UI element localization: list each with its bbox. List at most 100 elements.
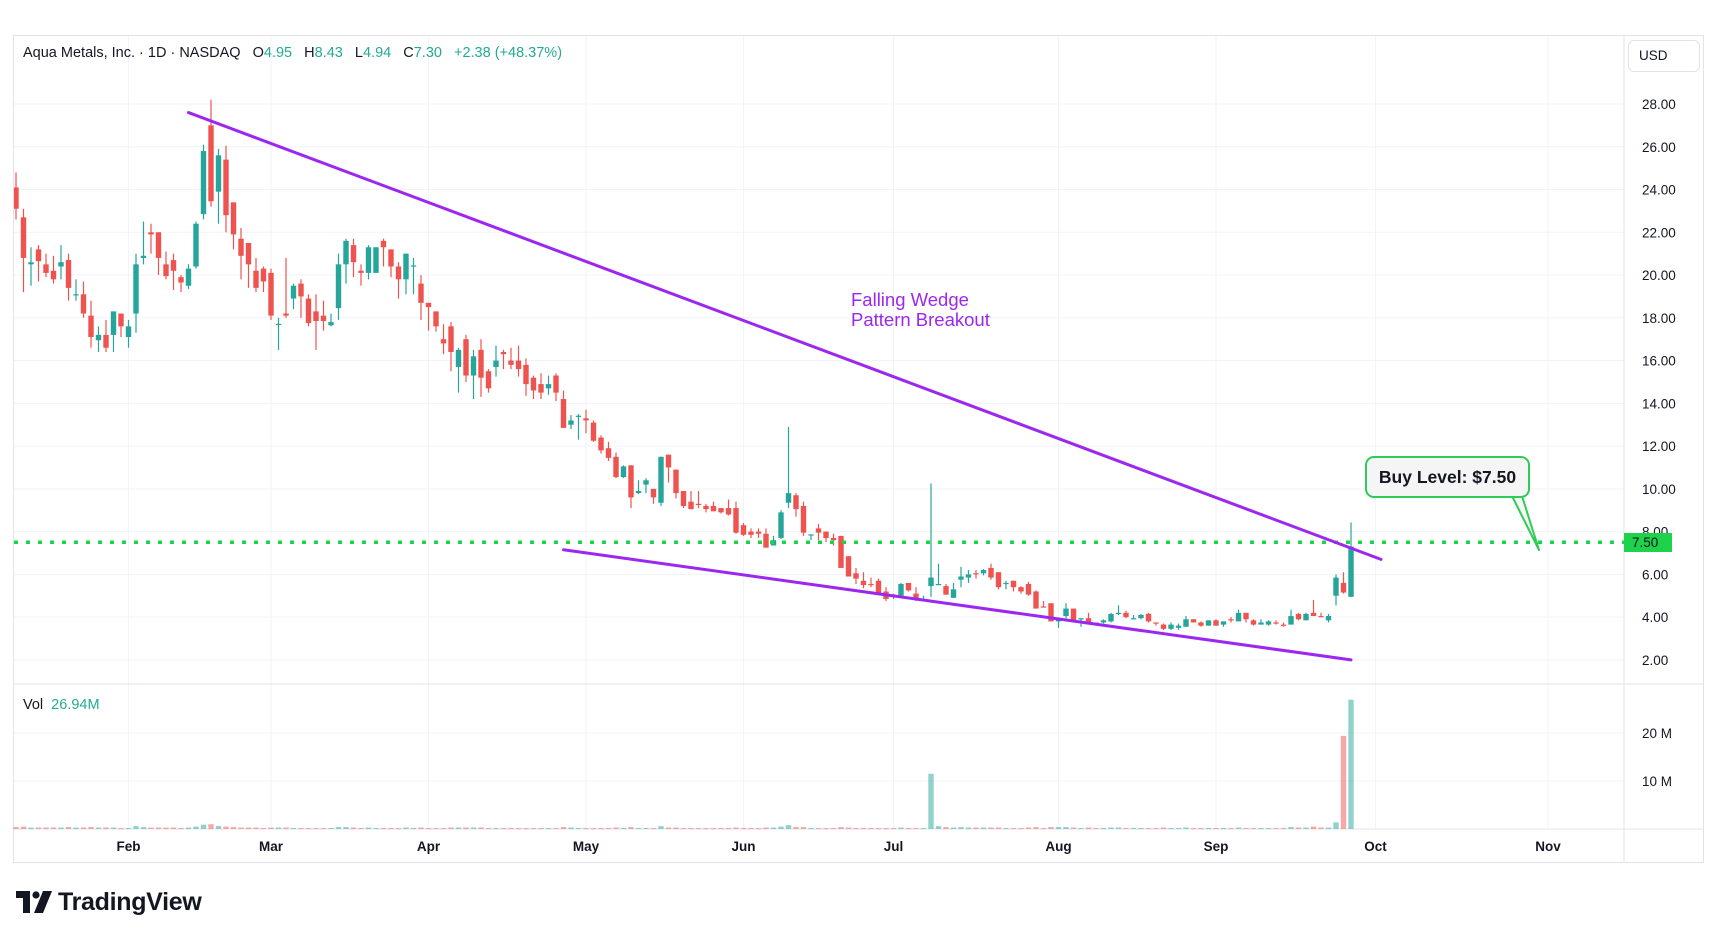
volume-bar [245, 827, 252, 829]
volume-bar [545, 828, 552, 830]
candle [1280, 622, 1287, 627]
candle-body [1228, 619, 1234, 621]
candle [1145, 612, 1152, 623]
candle-body [575, 415, 582, 417]
volume-bar [823, 828, 829, 830]
volume-bar [650, 828, 657, 830]
candle-body [155, 232, 162, 258]
candle-body [95, 334, 102, 341]
candle [1153, 622, 1159, 626]
symbol-title: Aqua Metals, Inc. · 1D · NASDAQ [23, 45, 241, 61]
candle-body [1085, 618, 1092, 623]
volume-bar [920, 828, 927, 830]
candle [1063, 603, 1069, 619]
volume-bar [1325, 827, 1332, 829]
candle [793, 493, 799, 517]
candle [425, 302, 432, 331]
volume-bar [1093, 828, 1099, 830]
volume-bar [1063, 827, 1069, 829]
candle [133, 253, 139, 333]
volume-bar [1288, 827, 1294, 829]
volume-bar [515, 828, 522, 830]
candle-body [553, 375, 559, 393]
candle-body [1138, 614, 1144, 619]
volume-bar [1160, 827, 1167, 829]
volume-bar [1258, 828, 1264, 830]
time-tick-label: Jul [884, 839, 904, 854]
candle-body [613, 456, 619, 478]
candle-body [965, 574, 972, 578]
candle-body [1250, 620, 1257, 625]
candle-body [508, 360, 514, 365]
volume-bar [463, 827, 469, 829]
currency-button[interactable]: USD [1628, 40, 1700, 72]
candle [418, 275, 424, 320]
candle-body [1333, 577, 1339, 596]
candle [1130, 614, 1137, 620]
candle [703, 503, 709, 513]
candle [440, 324, 447, 355]
volume-bar [50, 827, 57, 829]
volume-bar [1250, 828, 1257, 830]
candle-body [110, 311, 117, 335]
candle-body [358, 270, 364, 273]
candle [1333, 574, 1339, 606]
time-tick-label: Mar [259, 839, 284, 854]
candle [1033, 590, 1039, 609]
volume-bar [943, 827, 949, 829]
candle-body [695, 503, 702, 506]
volume-bar [73, 827, 79, 829]
candle [718, 508, 724, 514]
candle [65, 253, 72, 301]
volume-bar [658, 826, 664, 829]
volume-bar [950, 827, 957, 829]
price-tick-label: 18.00 [1642, 311, 1676, 326]
candle [538, 373, 544, 400]
volume-bar [770, 827, 777, 829]
volume-bar [253, 827, 259, 829]
volume-bar [470, 827, 477, 829]
low-value: 4.94 [362, 45, 392, 61]
candle-body [1018, 587, 1024, 592]
tradingview-logo[interactable]: TradingView [16, 887, 202, 917]
candle [545, 375, 552, 395]
candle-body [1303, 613, 1309, 621]
lower-wedge-line [562, 548, 1353, 662]
volume-bar [628, 827, 634, 829]
volume-bar [148, 827, 154, 829]
candle-body [763, 533, 769, 548]
volume-bar [35, 827, 42, 829]
volume-bar [1070, 827, 1077, 829]
volume-bar [328, 828, 334, 830]
volume-bar [913, 828, 919, 830]
candle-body [748, 531, 754, 535]
candle-body [1220, 621, 1227, 625]
symbol-legend: Aqua Metals, Inc. · 1D · NASDAQ O4.95 H8… [23, 45, 562, 61]
candle [815, 524, 822, 541]
volume-bar [320, 828, 327, 830]
buy-level-callout[interactable]: Buy Level: $7.50 [1365, 456, 1530, 498]
wedge-annotation[interactable]: Falling Wedge Pattern Breakout [851, 290, 990, 330]
grid-lines [14, 36, 1624, 829]
volume-bar [590, 828, 597, 830]
candle [1288, 609, 1294, 625]
candle [755, 528, 762, 539]
candle [1003, 580, 1009, 590]
candle-body [14, 187, 19, 209]
volume-bar [688, 828, 694, 830]
candle [995, 572, 1002, 590]
candle-body [20, 217, 27, 258]
candle-body [830, 538, 837, 541]
volume-value: 26.94M [51, 697, 100, 713]
volume-bar [283, 827, 289, 829]
candle-body [650, 488, 657, 498]
candle [433, 311, 439, 332]
candle [523, 358, 529, 396]
candle [275, 317, 282, 350]
volume-bar [110, 827, 117, 829]
candle-body [463, 339, 469, 376]
candle-body [470, 356, 477, 376]
candle [748, 528, 754, 539]
candle [763, 528, 769, 548]
